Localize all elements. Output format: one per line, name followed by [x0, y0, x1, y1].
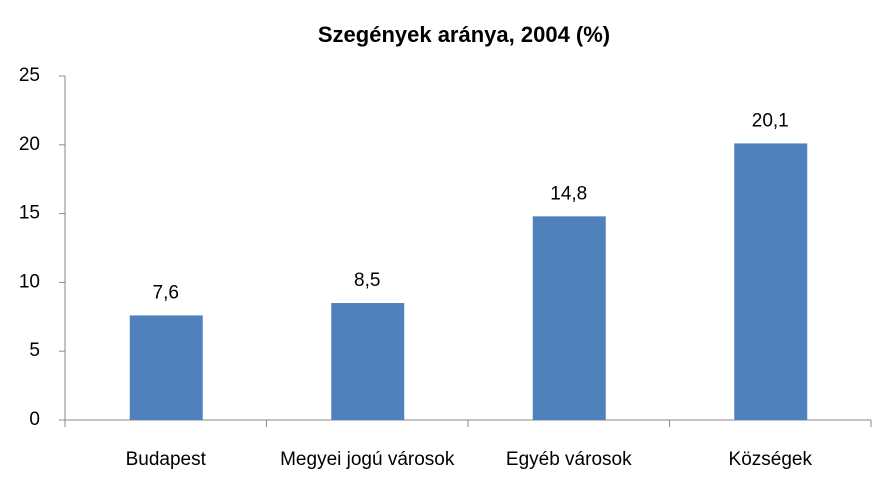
x-tick-label: Egyéb városok — [506, 449, 632, 470]
data-label: 7,6 — [153, 282, 179, 303]
bar — [129, 315, 203, 420]
x-tick-label: Községek — [729, 449, 813, 470]
data-label: 8,5 — [354, 270, 380, 291]
chart-title: Szegények aránya, 2004 (%) — [318, 22, 610, 47]
data-label: 14,8 — [550, 183, 587, 204]
y-tick-label: 25 — [19, 65, 40, 86]
x-tick-label: Megyei jogú városok — [280, 449, 455, 470]
y-tick-label: 20 — [19, 134, 40, 155]
y-tick-label: 0 — [29, 409, 40, 430]
y-tick-label: 10 — [19, 271, 40, 292]
bar — [734, 143, 808, 420]
x-tick-label: Budapest — [126, 449, 207, 470]
bar — [532, 216, 606, 420]
y-tick-label: 5 — [29, 340, 40, 361]
bar — [331, 303, 405, 420]
y-tick-label: 15 — [19, 203, 40, 224]
data-label: 20,1 — [752, 110, 789, 131]
